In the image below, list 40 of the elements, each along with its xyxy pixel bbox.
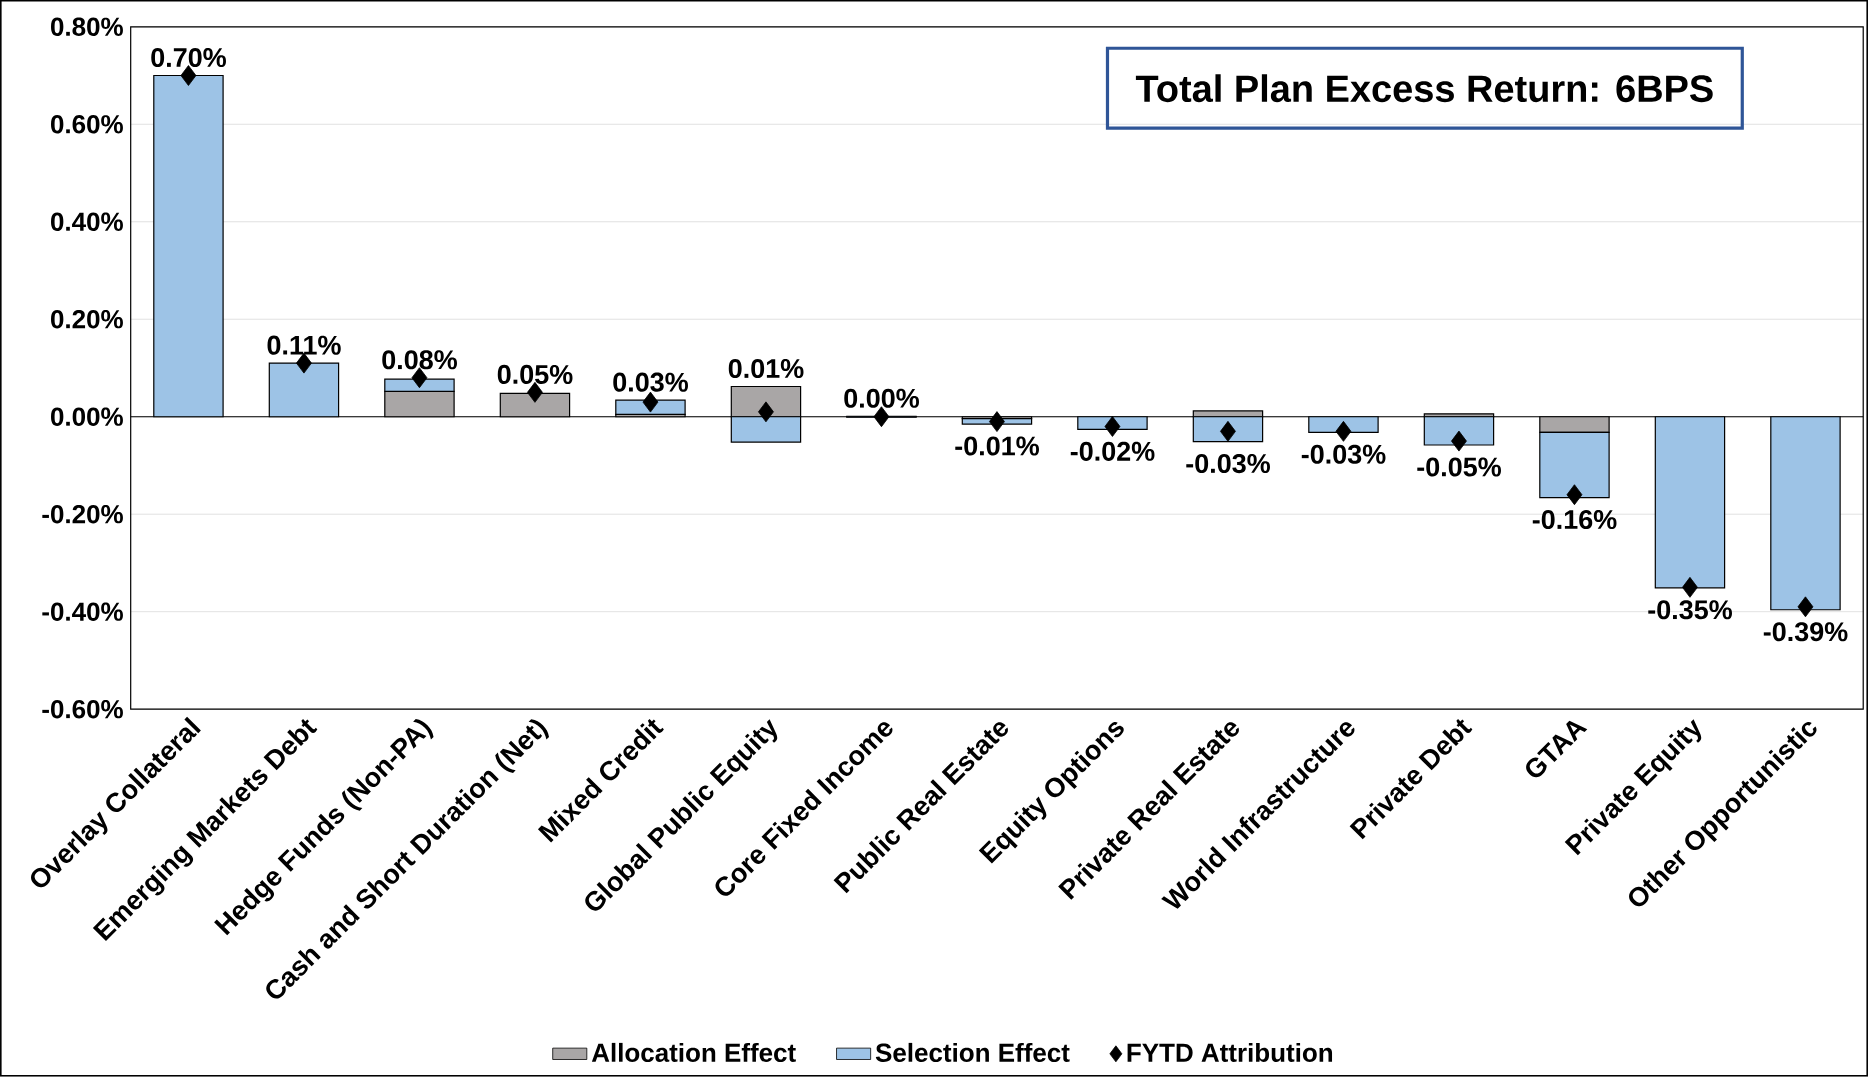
data-label: 0.70% xyxy=(151,48,226,68)
point xyxy=(1220,421,1236,442)
data-label: 0.03% xyxy=(613,372,688,392)
point xyxy=(758,401,774,423)
y-tick-label: 0.60% xyxy=(51,115,123,134)
y-tick-label: -0.20% xyxy=(42,505,123,524)
y-tick-label: 0.80% xyxy=(51,17,123,37)
legend-label: FYTD Attribution xyxy=(1127,1043,1333,1063)
data-label: -0.39% xyxy=(1763,622,1848,642)
data-label: -0.05% xyxy=(1417,457,1501,477)
point xyxy=(989,411,1005,433)
data-label: -0.35% xyxy=(1648,600,1732,620)
y-tick-label: -0.40% xyxy=(42,602,123,622)
y-tick-label: 0.40% xyxy=(51,212,123,232)
data-label: -0.02% xyxy=(1070,441,1155,462)
data-label: 0.01% xyxy=(728,359,804,379)
point xyxy=(1797,596,1814,618)
data-label: -0.01% xyxy=(955,436,1039,456)
legend-label: Allocation Effect xyxy=(591,1043,796,1063)
point xyxy=(180,65,197,87)
point xyxy=(873,406,890,428)
legend-label: Selection Effect xyxy=(875,1043,1070,1063)
data-label: 0.05% xyxy=(497,365,573,385)
point xyxy=(642,391,659,413)
point xyxy=(1566,484,1583,506)
data-label: 0.08% xyxy=(382,350,457,370)
data-label: -0.03% xyxy=(1186,454,1270,474)
point xyxy=(527,382,543,403)
point xyxy=(1335,421,1352,442)
y-tick-label: -0.60% xyxy=(42,700,123,719)
point xyxy=(1682,577,1698,598)
data-label: -0.03% xyxy=(1301,444,1386,465)
data-label: 0.11% xyxy=(267,335,341,355)
annotation: Total Plan Excess Return: 6BPS xyxy=(1135,74,1713,103)
point xyxy=(1104,416,1121,438)
point xyxy=(1451,430,1467,452)
y-tick-label: 0.20% xyxy=(51,310,123,329)
data-label: 0.00% xyxy=(844,388,919,408)
y-tick-label: 0.00% xyxy=(51,407,123,427)
data-label: -0.16% xyxy=(1532,510,1617,530)
